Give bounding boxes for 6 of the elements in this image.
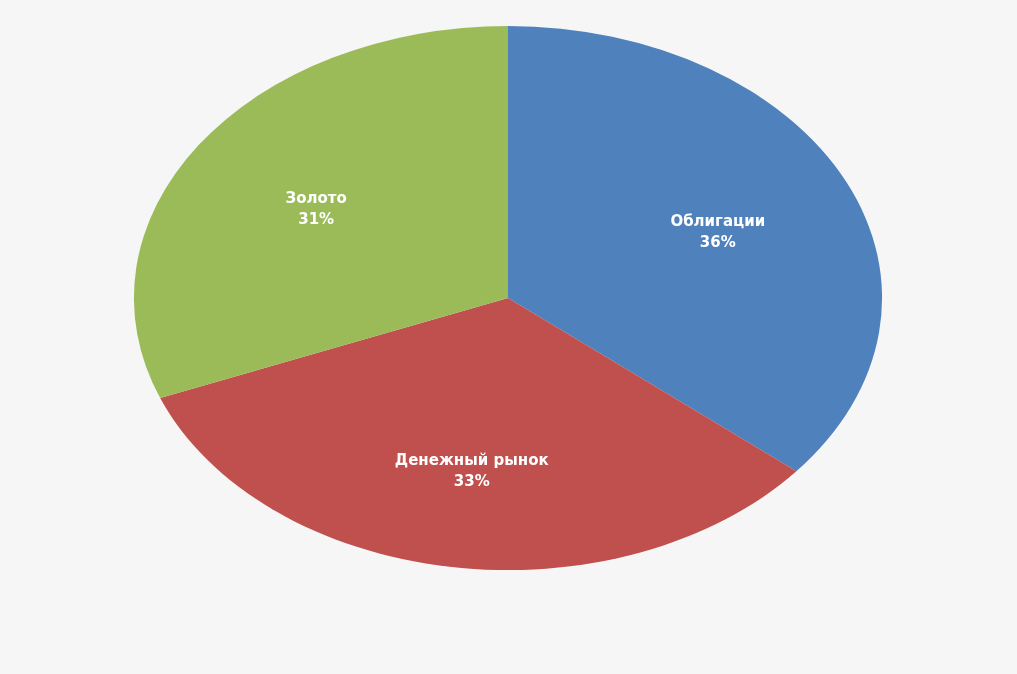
slice-label: Золото xyxy=(285,189,347,208)
slice-label: Денежный рынок xyxy=(394,450,549,469)
data-label: 31% xyxy=(298,210,335,229)
slice-label: Облигации xyxy=(670,212,766,231)
data-label: 33% xyxy=(453,471,490,490)
data-label: 36% xyxy=(699,233,736,252)
